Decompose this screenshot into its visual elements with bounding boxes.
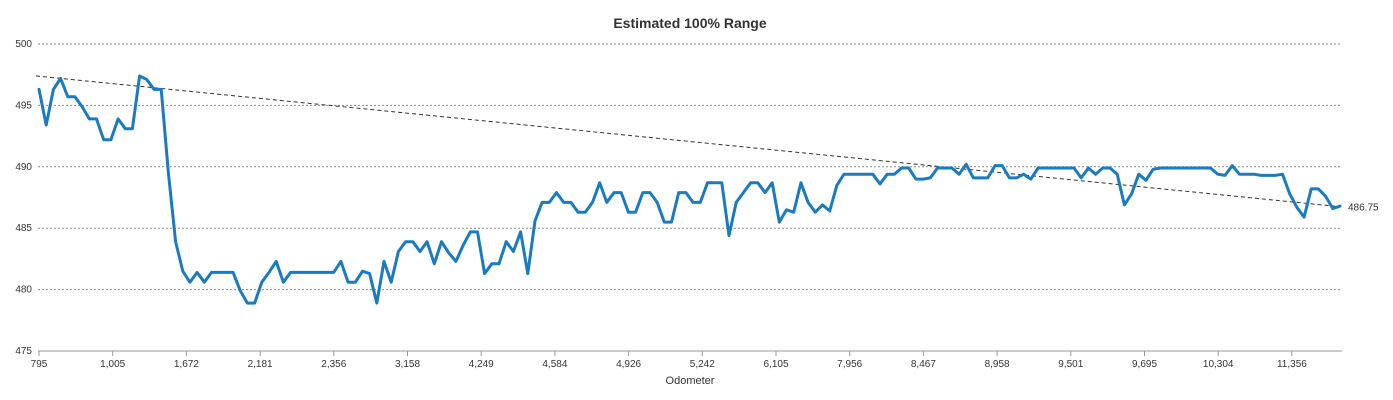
- y-tick-label: 480: [15, 285, 32, 296]
- end-value-label: 486.75: [1348, 203, 1379, 214]
- y-axis-ticks: 475 480 485 490 495 500: [15, 39, 32, 357]
- x-tick-label: 4,249: [469, 359, 494, 370]
- series-line: [37, 74, 1342, 305]
- x-tick-label: 1,005: [100, 359, 125, 370]
- y-tick-label: 495: [15, 100, 32, 111]
- x-axis-label: Odometer: [666, 375, 715, 387]
- y-tick-label: 475: [15, 346, 32, 357]
- trend-line: [35, 75, 1341, 208]
- y-tick-label: 485: [15, 223, 32, 234]
- x-tick-label: 2,181: [248, 359, 273, 370]
- x-tick-label: 8,467: [911, 359, 936, 370]
- x-tick-label: 5,242: [690, 359, 715, 370]
- x-tick-label: 4,584: [542, 359, 567, 370]
- x-tick-label: 7,956: [837, 359, 862, 370]
- x-tick-label: 11,356: [1277, 359, 1307, 370]
- y-tick-label: 500: [15, 39, 32, 50]
- grid-lines: [38, 43, 1342, 352]
- x-tick-label: 3,158: [395, 359, 420, 370]
- chart-title: Estimated 100% Range: [613, 15, 766, 31]
- x-tick-label: 2,356: [321, 359, 346, 370]
- x-tick-label: 10,304: [1203, 359, 1234, 370]
- x-axis-ticks: 795 1,005 1,672 2,181 2,356 3,158 4,249 4,584 4,…: [31, 351, 1307, 370]
- y-tick-label: 490: [15, 162, 32, 173]
- x-tick-label: 795: [31, 359, 48, 370]
- x-tick-label: 9,695: [1132, 359, 1157, 370]
- x-tick-label: 8,958: [985, 359, 1010, 370]
- x-tick-label: 9,501: [1058, 359, 1083, 370]
- x-tick-label: 1,672: [174, 359, 199, 370]
- x-tick-label: 4,926: [616, 359, 641, 370]
- x-tick-label: 6,105: [763, 359, 788, 370]
